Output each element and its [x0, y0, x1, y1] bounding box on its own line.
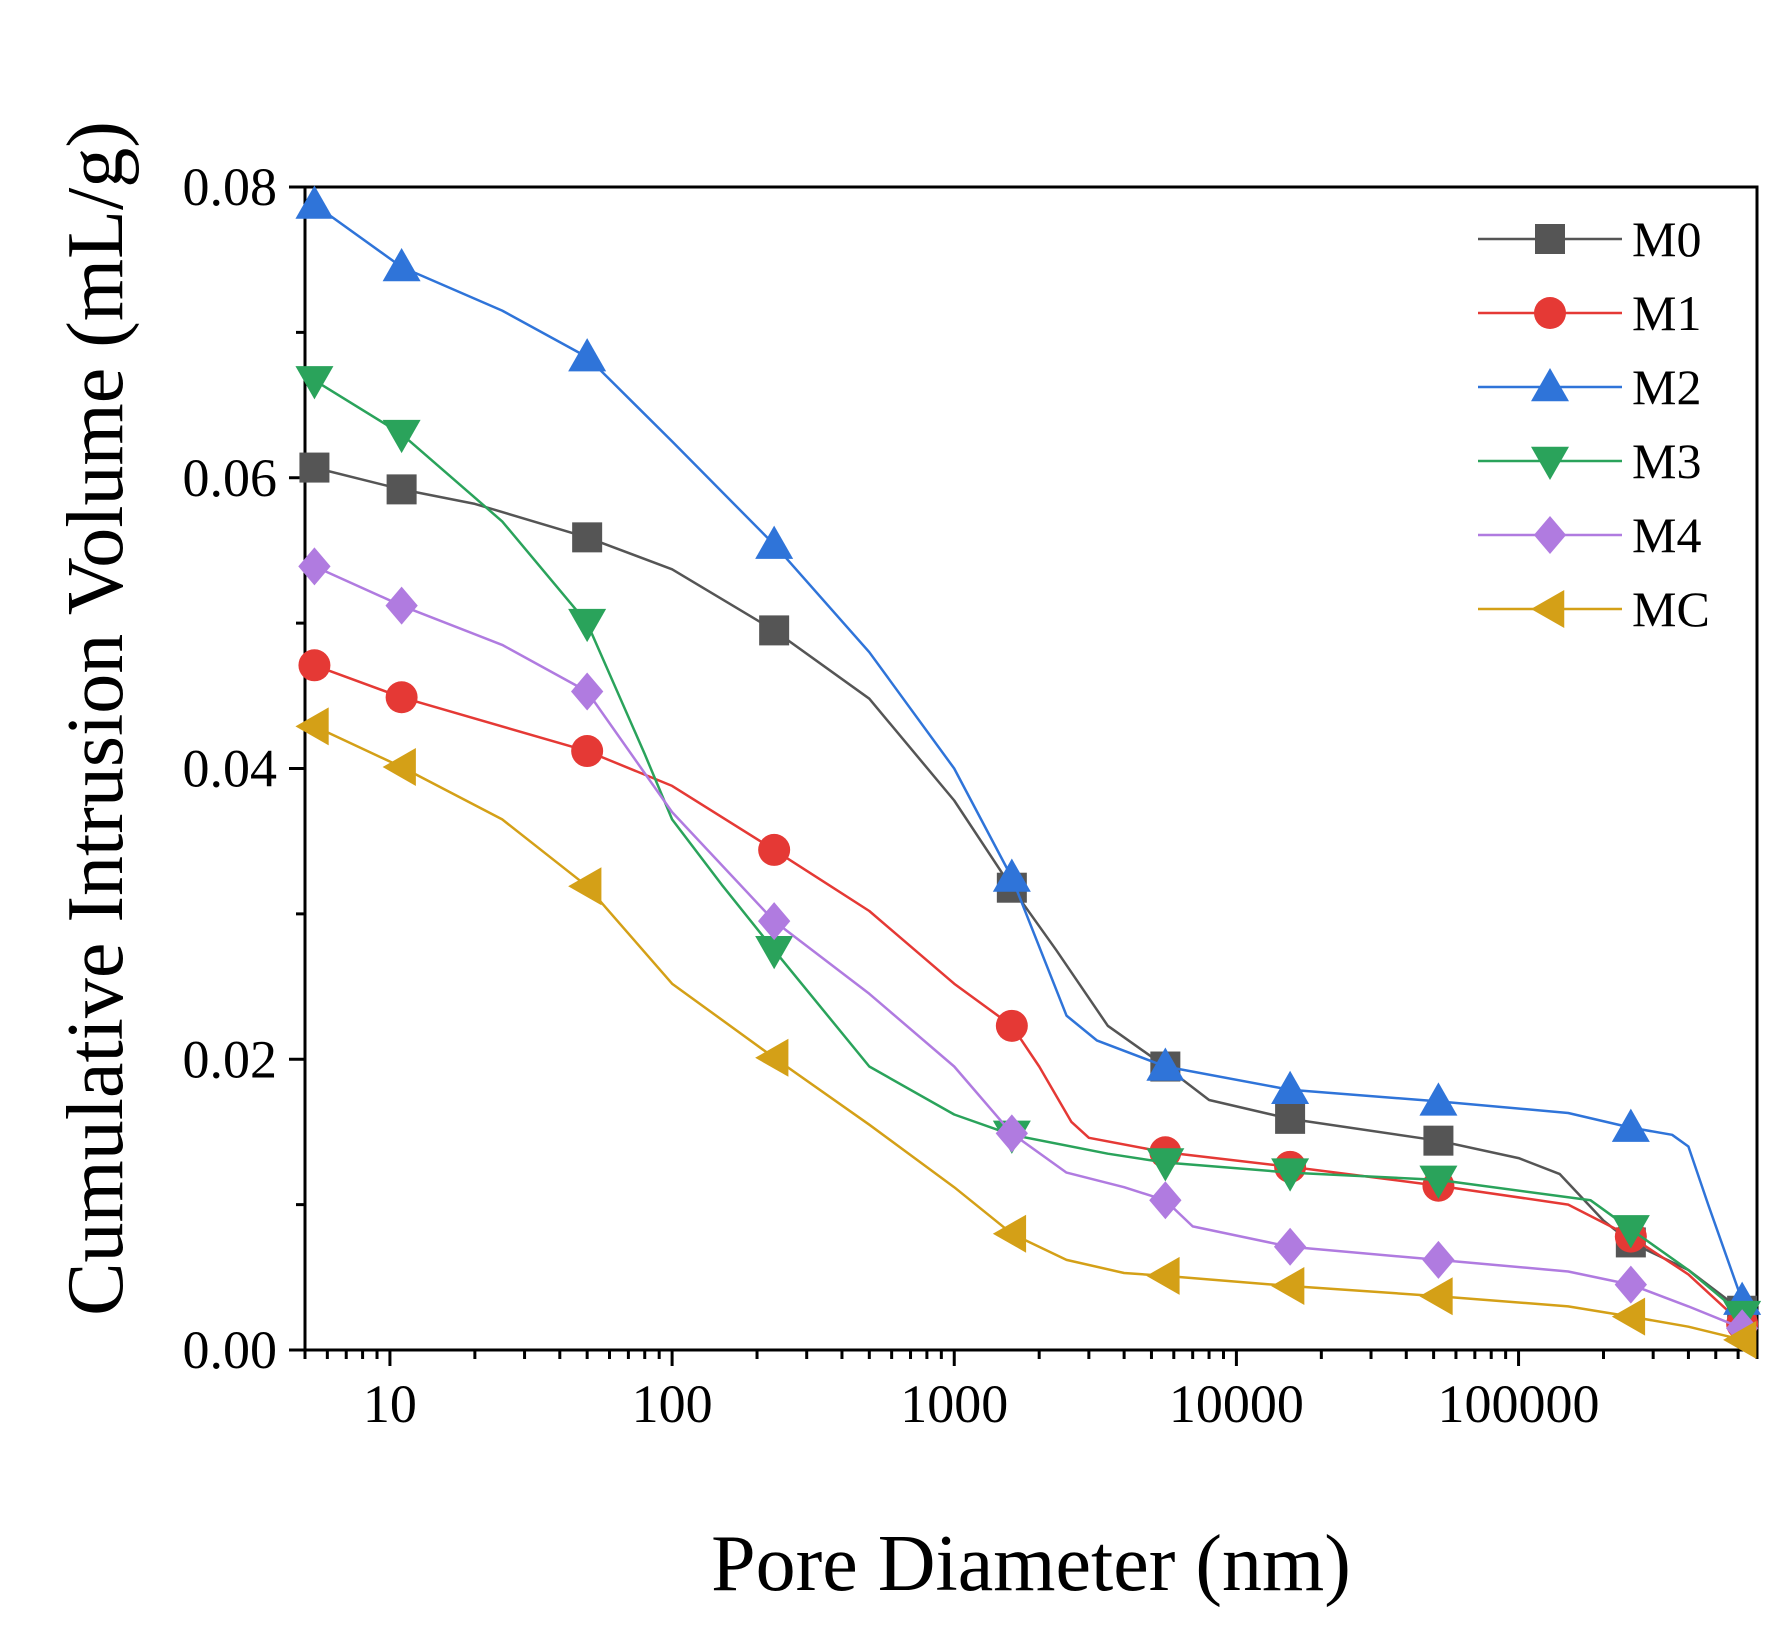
data-point-M3 — [755, 935, 794, 970]
data-point-MC — [382, 748, 416, 787]
legend-item-M0: M0 — [1478, 211, 1701, 267]
data-point-M3 — [1419, 1165, 1458, 1199]
legend-marker — [1531, 590, 1565, 628]
series-line-M1 — [313, 664, 1743, 1325]
legend-item-MC: MC — [1478, 581, 1710, 637]
data-point-M0 — [386, 474, 417, 505]
data-point-M0 — [759, 615, 790, 646]
data-point-MC — [568, 867, 602, 906]
data-point-M3 — [295, 366, 334, 400]
y-tick-label: 0.06 — [183, 448, 278, 508]
series-layer — [295, 185, 1762, 1359]
x-tick-label: 1000 — [900, 1374, 1008, 1434]
data-point-MC — [1271, 1267, 1305, 1306]
series-M4 — [298, 547, 1759, 1348]
data-point-M0 — [1423, 1125, 1454, 1156]
legend-item-M4: M4 — [1478, 507, 1701, 563]
y-tick-label: 0.02 — [183, 1029, 278, 1089]
data-point-M2 — [755, 525, 794, 559]
data-point-M2 — [382, 247, 421, 282]
data-point-M3 — [382, 419, 421, 454]
legend-item-M3: M3 — [1478, 433, 1701, 489]
data-point-MC — [1611, 1297, 1646, 1336]
series-M3 — [295, 366, 1762, 1335]
data-point-M1 — [385, 681, 418, 714]
series-line-MC — [313, 725, 1743, 1342]
legend: M0 M1 M2 M3 M4 MC — [1478, 211, 1710, 637]
y-axis-title: Cumulative Intrusion Volume (mL/g) — [52, 121, 140, 1316]
data-point-M2 — [1611, 1108, 1650, 1142]
x-tick-label: 10000 — [1169, 1374, 1304, 1434]
data-point-M0 — [299, 452, 330, 483]
legend-marker — [1531, 446, 1569, 480]
legend-label: M3 — [1632, 433, 1701, 489]
data-point-MC — [755, 1038, 789, 1077]
data-point-M0 — [1275, 1103, 1306, 1134]
y-tick-label: 0.08 — [183, 157, 278, 217]
data-point-M0 — [572, 522, 603, 553]
data-point-MC — [1146, 1256, 1180, 1295]
data-point-M3 — [1611, 1215, 1650, 1249]
legend-label: M0 — [1632, 211, 1701, 267]
series-M1 — [298, 649, 1759, 1340]
legend-marker — [1535, 224, 1565, 254]
data-point-M2 — [1419, 1082, 1458, 1116]
series-MC — [295, 707, 1757, 1359]
series-line-M4 — [313, 565, 1743, 1330]
data-point-MC — [295, 707, 329, 746]
data-point-M4 — [1614, 1265, 1647, 1304]
data-point-MC — [992, 1214, 1027, 1253]
legend-marker — [1534, 297, 1566, 329]
data-point-M1 — [995, 1009, 1028, 1042]
legend-label: M2 — [1632, 359, 1701, 415]
y-tick-label: 0.04 — [183, 739, 278, 799]
data-point-M1 — [758, 833, 791, 866]
plot-frame — [303, 185, 1759, 1352]
data-point-M2 — [992, 858, 1031, 892]
legend-label: M4 — [1632, 507, 1701, 563]
legend-marker — [1531, 368, 1569, 402]
legend-label: MC — [1632, 581, 1710, 637]
legend-item-M2: M2 — [1478, 359, 1701, 415]
data-point-M3 — [1271, 1158, 1310, 1192]
data-point-M4 — [385, 586, 418, 625]
data-point-M2 — [1146, 1047, 1185, 1081]
data-point-M4 — [758, 902, 791, 941]
legend-marker — [1533, 516, 1567, 554]
series-line-M0 — [314, 466, 1743, 1312]
data-point-M4 — [995, 1114, 1028, 1153]
x-tick-label: 100 — [632, 1374, 713, 1434]
data-point-M3 — [1146, 1148, 1185, 1182]
data-point-M1 — [571, 735, 604, 768]
data-point-M2 — [568, 338, 607, 372]
x-tick-label: 10 — [363, 1374, 417, 1434]
data-point-M4 — [1422, 1240, 1455, 1279]
data-point-MC — [1419, 1277, 1453, 1316]
y-tick-label: 0.00 — [183, 1320, 278, 1380]
data-point-M2 — [295, 185, 334, 219]
data-point-M4 — [571, 672, 604, 711]
data-point-M2 — [1271, 1070, 1310, 1105]
data-point-M4 — [298, 547, 331, 586]
data-point-M3 — [568, 608, 607, 643]
legend-label: M1 — [1632, 285, 1701, 341]
data-point-M4 — [1149, 1181, 1182, 1220]
data-point-M4 — [1273, 1227, 1307, 1266]
x-tick-label: 100000 — [1438, 1374, 1600, 1434]
data-point-M1 — [298, 649, 331, 682]
axes: 0.00 0.02 0.04 0.06 0.08 10 100 1000 10000 100000 — [183, 157, 1759, 1434]
data-point-MC — [1723, 1320, 1757, 1359]
x-axis-title: Pore Diameter (nm) — [711, 1520, 1351, 1608]
legend-item-M1: M1 — [1478, 285, 1701, 341]
series-line-M2 — [313, 203, 1744, 1302]
